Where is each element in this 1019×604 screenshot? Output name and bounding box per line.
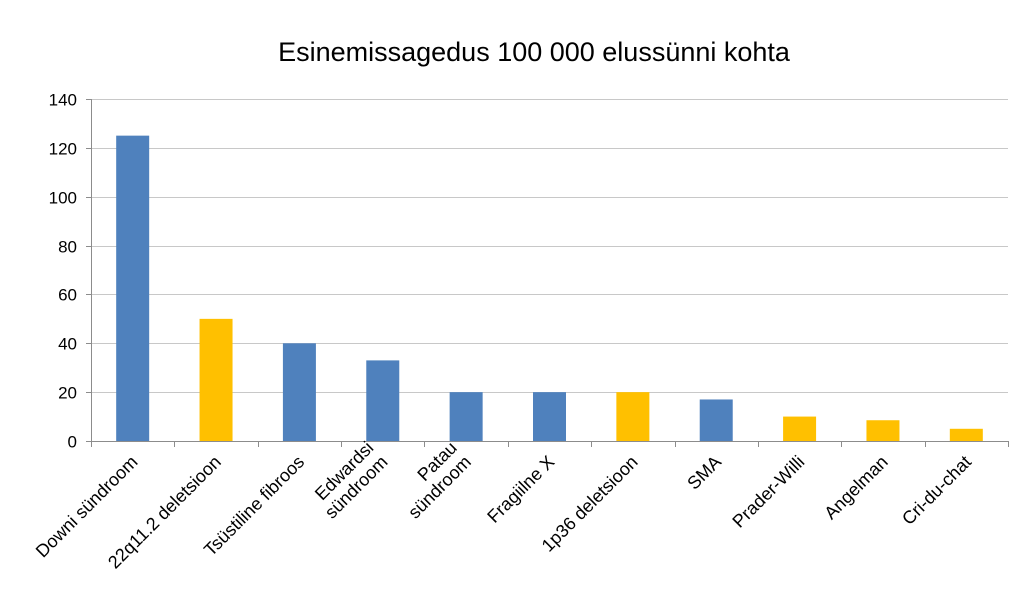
y-tick-label: 140 bbox=[49, 91, 77, 110]
x-category-label: SMA bbox=[683, 452, 725, 494]
x-category-label: Edwardsisündroom bbox=[307, 438, 392, 523]
bar bbox=[366, 360, 400, 441]
bar bbox=[783, 416, 817, 441]
x-category-label: Fragiilne X bbox=[483, 452, 558, 527]
y-tick-label: 100 bbox=[49, 189, 77, 208]
x-category-label: Cri-du-chat bbox=[898, 452, 975, 529]
x-category-label: Patausündroom bbox=[390, 438, 475, 523]
x-category-label: Prader-Willi bbox=[729, 452, 809, 532]
bar bbox=[449, 392, 483, 441]
y-tick-label: 20 bbox=[58, 384, 77, 403]
x-category-label-line: Prader-Willi bbox=[729, 452, 809, 532]
x-category-label-line: Fragiilne X bbox=[483, 452, 558, 527]
bar bbox=[616, 392, 650, 441]
bar bbox=[199, 318, 233, 441]
bar bbox=[116, 135, 150, 441]
x-category-label: Angelman bbox=[820, 452, 891, 523]
chart-title: Esinemissagedus 100 000 elussünni kohta bbox=[278, 37, 791, 67]
axes bbox=[86, 99, 1009, 447]
bar bbox=[282, 343, 316, 441]
bar bbox=[533, 392, 566, 441]
x-category-label-line: Cri-du-chat bbox=[898, 452, 975, 529]
y-tick-label: 60 bbox=[58, 286, 77, 305]
gridlines bbox=[91, 99, 1008, 393]
x-category-label-line: Angelman bbox=[820, 452, 891, 523]
bar bbox=[949, 428, 983, 441]
bar bbox=[866, 420, 900, 441]
x-category-label-line: SMA bbox=[683, 452, 725, 494]
y-tick-label: 40 bbox=[58, 335, 77, 354]
bar bbox=[699, 399, 733, 441]
y-tick-label: 80 bbox=[58, 238, 77, 257]
bars bbox=[116, 135, 983, 441]
y-tick-label: 120 bbox=[49, 140, 77, 159]
y-tick-label: 0 bbox=[68, 433, 77, 452]
y-axis-ticks: 0 20 40 60 80 100 120 140 bbox=[49, 91, 77, 452]
